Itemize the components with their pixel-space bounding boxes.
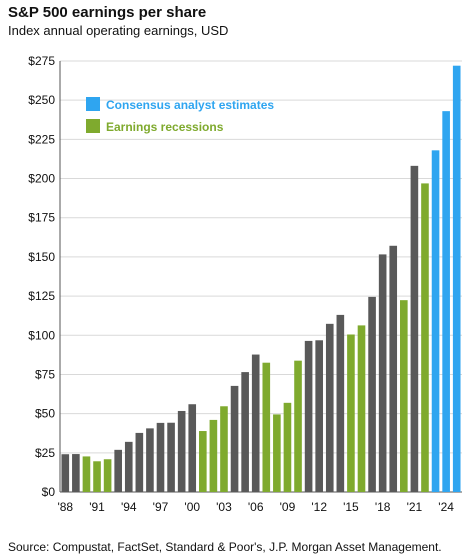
legend-label-recession: Earnings recessions	[106, 120, 224, 134]
bar-2007	[262, 362, 271, 492]
x-tick-label: '94	[121, 500, 137, 514]
bar-2002	[209, 419, 218, 492]
x-tick-label: '21	[407, 500, 423, 514]
bar-2010	[294, 360, 302, 492]
bar-2011	[304, 340, 313, 492]
x-tick-label: '12	[311, 500, 327, 514]
eps-bar-chart: $0 $25 $50 $75 $100 $125 $150 $175 $200 $225 $250 $…	[28, 54, 462, 514]
x-tick-label: '06	[248, 500, 264, 514]
bar-1992	[103, 459, 112, 492]
bar-1991	[93, 461, 101, 492]
bar-1994	[124, 441, 133, 492]
bar-2016	[357, 325, 366, 492]
bar-1990	[82, 456, 91, 492]
x-tick-label: '97	[153, 500, 169, 514]
bar-2024	[442, 111, 450, 493]
bar-1995	[135, 432, 144, 492]
x-axis: '88 '91 '94 '97 '00 '03 '06 '09 '12 '15 '18 '21 '24	[57, 500, 454, 514]
x-tick-label: '03	[216, 500, 232, 514]
bar-1993	[114, 449, 122, 492]
bar-1999	[177, 410, 186, 492]
bar-2020	[400, 300, 408, 492]
x-tick-label: '24	[438, 500, 454, 514]
bar-2000	[188, 404, 197, 492]
bar-2021	[410, 165, 419, 493]
bar-2004	[230, 385, 239, 492]
bar-2001	[199, 431, 207, 492]
bar-2022	[421, 183, 429, 493]
y-tick-label: $25	[35, 446, 55, 460]
x-tick-label: '18	[375, 500, 391, 514]
bars	[61, 65, 461, 493]
x-tick-label: '91	[89, 500, 105, 514]
y-tick-label: $75	[35, 367, 55, 381]
bar-2012	[315, 340, 323, 492]
legend-swatch-recession	[86, 119, 100, 133]
bar-2019	[389, 245, 398, 492]
y-tick-label: $225	[28, 132, 55, 146]
legend-swatch-estimate	[86, 97, 100, 111]
bar-2005	[241, 372, 249, 492]
chart-title: S&P 500 earnings per share	[8, 4, 207, 21]
y-tick-label: $125	[28, 289, 55, 303]
bar-1988	[61, 454, 70, 492]
y-axis: $0 $25 $50 $75 $100 $125 $150 $175 $200 $225 $250 $…	[28, 54, 61, 499]
bar-2014	[336, 314, 345, 492]
bar-1998	[167, 422, 175, 492]
legend-label-estimate: Consensus analyst estimates	[106, 98, 274, 112]
x-tick-label: '09	[280, 500, 296, 514]
bar-1989	[72, 454, 80, 492]
bar-1997	[156, 422, 165, 492]
bar-2003	[220, 406, 228, 492]
bar-2023	[431, 150, 440, 493]
bar-2008	[273, 414, 281, 492]
bar-2006	[251, 354, 260, 492]
bar-2018	[378, 254, 387, 492]
legend: Consensus analyst estimates Earnings rece…	[86, 97, 274, 134]
y-tick-label: $50	[35, 407, 55, 421]
y-tick-label: $250	[28, 93, 55, 107]
bar-2009	[283, 402, 292, 492]
x-tick-label: '88	[57, 500, 73, 514]
x-tick-label: '00	[184, 500, 200, 514]
y-tick-label: $150	[28, 250, 55, 264]
y-tick-label: $175	[28, 211, 55, 225]
bar-1996	[146, 428, 154, 492]
y-tick-label: $275	[28, 54, 55, 68]
y-tick-label: $200	[28, 172, 55, 186]
bar-2017	[368, 296, 376, 492]
chart-subtitle: Index annual operating earnings, USD	[8, 23, 229, 38]
source-note: Source: Compustat, FactSet, Standard & P…	[8, 540, 442, 554]
y-tick-label: $0	[42, 485, 56, 499]
x-tick-label: '15	[343, 500, 359, 514]
bar-2013	[325, 323, 334, 492]
y-tick-label: $100	[28, 328, 55, 342]
bar-2015	[347, 334, 355, 492]
bar-2025	[452, 65, 461, 493]
